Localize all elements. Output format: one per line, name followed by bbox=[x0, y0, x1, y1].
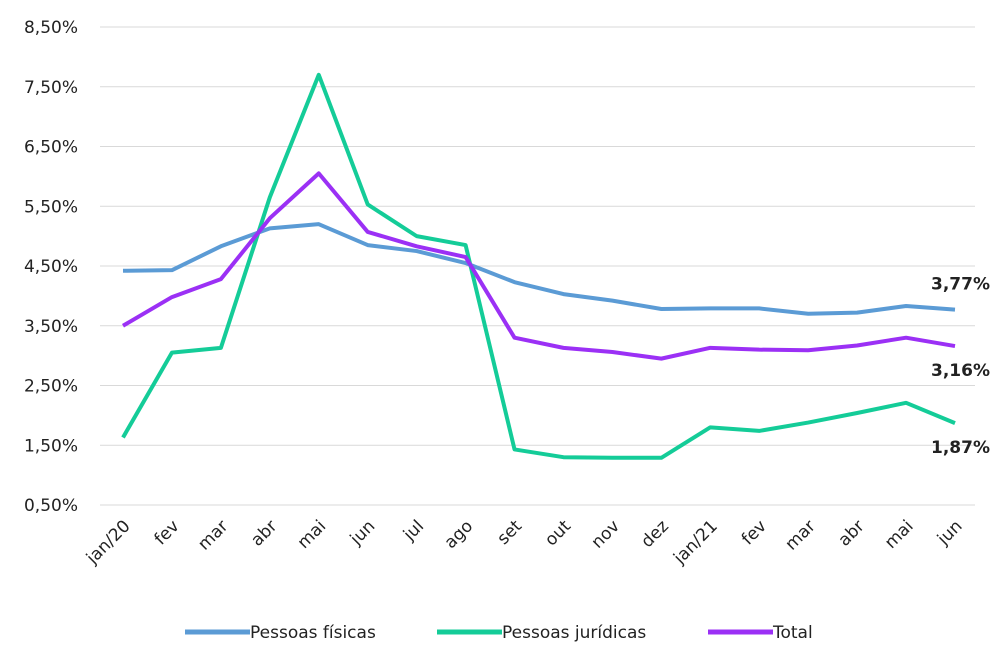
y-tick-label: 5,50% bbox=[24, 197, 78, 217]
series-line bbox=[121, 72, 956, 460]
y-tick-label: 0,50% bbox=[24, 496, 78, 516]
x-tick-label: mar bbox=[782, 516, 820, 554]
legend-label: Pessoas jurídicas bbox=[502, 623, 646, 643]
x-tick-label: dez bbox=[637, 516, 673, 552]
x-tick-label: ago bbox=[441, 516, 477, 552]
x-tick-label: mai bbox=[294, 516, 331, 553]
y-tick-label: 2,50% bbox=[24, 377, 78, 397]
x-tick-label: out bbox=[541, 516, 575, 550]
data-label: 3,16% bbox=[931, 361, 990, 381]
x-tick-label: fev bbox=[738, 516, 771, 549]
x-tick-label: jan/21 bbox=[669, 516, 722, 569]
y-tick-label: 6,50% bbox=[24, 138, 78, 158]
x-tick-label: mar bbox=[194, 516, 232, 554]
legend-label: Pessoas físicas bbox=[250, 623, 376, 643]
x-tick-label: nov bbox=[588, 516, 624, 552]
y-tick-label: 1,50% bbox=[24, 436, 78, 456]
x-tick-label: fev bbox=[151, 516, 184, 549]
x-tick-label: mai bbox=[881, 516, 918, 553]
x-tick-label: jan/20 bbox=[82, 516, 135, 569]
data-label: 3,77% bbox=[931, 275, 990, 295]
x-tick-label: jun bbox=[346, 516, 379, 549]
y-tick-label: 3,50% bbox=[24, 317, 78, 337]
x-tick-label: jul bbox=[399, 516, 428, 545]
y-tick-label: 4,50% bbox=[24, 257, 78, 277]
x-tick-label: set bbox=[494, 516, 527, 549]
y-tick-label: 7,50% bbox=[24, 78, 78, 98]
x-tick-label: jun bbox=[933, 516, 966, 549]
data-label: 1,87% bbox=[931, 438, 990, 458]
series-line bbox=[121, 171, 956, 361]
legend-label: Total bbox=[772, 623, 813, 643]
y-tick-label: 8,50% bbox=[24, 18, 78, 38]
x-tick-label: abr bbox=[247, 516, 281, 550]
x-tick-label: abr bbox=[835, 516, 869, 550]
